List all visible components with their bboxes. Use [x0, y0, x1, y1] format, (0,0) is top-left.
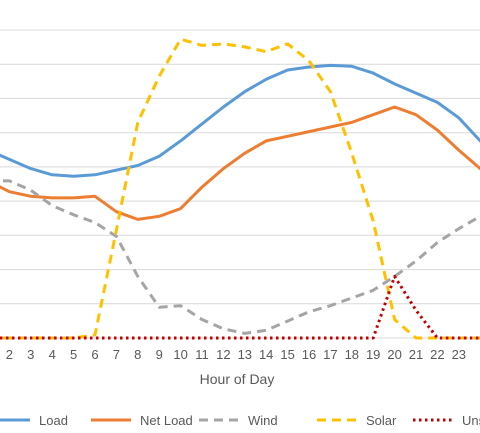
x-axis-title: Hour of Day: [200, 371, 275, 387]
x-tick-label: 22: [430, 347, 444, 362]
x-tick-label: 3: [27, 347, 34, 362]
series-group: [0, 37, 480, 340]
x-tick-label: 10: [173, 347, 187, 362]
legend: Load Net Load Wind Solar Unserve: [0, 413, 480, 428]
x-tick-label: 4: [49, 347, 56, 362]
series-line-net-load: [0, 105, 480, 221]
x-tick-label: 12: [216, 347, 230, 362]
x-tick-label: 6: [91, 347, 98, 362]
x-tick-label: 8: [134, 347, 141, 362]
x-tick-label: 13: [238, 347, 252, 362]
x-tick-label: 19: [366, 347, 380, 362]
x-tick-label: 17: [323, 347, 337, 362]
legend-label: Net Load: [140, 413, 193, 428]
x-tick-label: 20: [387, 347, 401, 362]
x-tick-label: 23: [452, 347, 466, 362]
series-line-unserved: [0, 274, 480, 340]
x-tick-label: 18: [345, 347, 359, 362]
legend-label: Unserve: [462, 413, 480, 428]
x-tick-label: 2: [6, 347, 13, 362]
series-line-wind: [0, 179, 480, 335]
x-tick-label: 11: [195, 347, 209, 362]
x-tick-label: 5: [70, 347, 77, 362]
series-line-load: [0, 63, 480, 178]
x-tick-label: 9: [156, 347, 163, 362]
legend-label: Load: [39, 413, 68, 428]
x-axis: 2 3 4 5 6 7 8 9 10 11 12 13 14 15 16 17 18 19 20 21 22 23: [6, 347, 466, 362]
x-tick-label: 14: [259, 347, 273, 362]
x-tick-label: 15: [280, 347, 294, 362]
legend-label: Wind: [248, 413, 278, 428]
series-line-solar: [0, 37, 480, 340]
legend-label: Solar: [366, 413, 397, 428]
x-tick-label: 7: [113, 347, 120, 362]
grid-lines: [0, 29, 480, 339]
x-tick-label: 16: [302, 347, 316, 362]
x-tick-label: 21: [409, 347, 423, 362]
